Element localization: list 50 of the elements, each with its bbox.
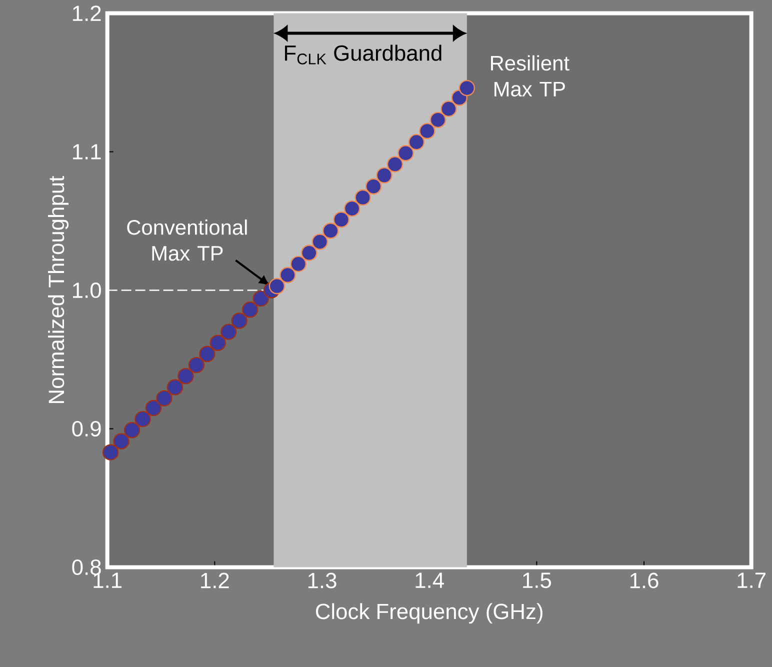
point <box>231 312 248 329</box>
point <box>156 390 172 406</box>
point <box>134 410 151 428</box>
x-tick-label: 1.4 <box>416 572 444 588</box>
point <box>290 256 306 272</box>
y-tick-label: 1.1 <box>73 144 101 160</box>
point <box>113 433 130 450</box>
x-tick-label: 1.7 <box>738 572 766 588</box>
y-tick-label: 0.8 <box>72 560 101 576</box>
point <box>333 212 350 228</box>
x-tick-label: 1.2 <box>201 572 229 588</box>
annotation: Resilient Max TP <box>491 55 570 97</box>
point <box>145 400 162 416</box>
point <box>386 156 404 172</box>
y-tick-label: 1.0 <box>73 282 101 298</box>
annotation: Conventional Max TP <box>127 219 247 261</box>
x-tick-label: 1.3 <box>308 572 336 588</box>
point <box>220 324 237 340</box>
x-tick-label: 1.5 <box>523 572 551 588</box>
point <box>242 302 258 318</box>
point <box>430 112 446 128</box>
point <box>322 222 339 239</box>
point <box>210 334 226 351</box>
point <box>440 100 457 117</box>
band-label: F$_{CLK}$ Guardband <box>285 44 442 64</box>
point <box>252 290 269 307</box>
point <box>398 145 414 162</box>
point <box>268 278 286 294</box>
point <box>124 422 140 438</box>
point <box>344 200 360 217</box>
point <box>301 244 318 261</box>
point <box>365 178 382 194</box>
x-axis-title: Clock Frequency (GHz) <box>316 603 542 624</box>
point <box>458 80 476 96</box>
point <box>178 368 194 384</box>
point <box>419 122 436 140</box>
y-axis-title: Normalized Throughput <box>48 176 69 403</box>
point <box>354 189 371 206</box>
point <box>199 346 216 362</box>
point <box>280 266 296 284</box>
point <box>376 167 392 184</box>
point <box>166 379 184 396</box>
point <box>102 444 119 460</box>
point <box>188 356 205 374</box>
point <box>408 134 425 150</box>
y-tick-label: 0.9 <box>72 421 101 437</box>
x-tick-label: 1.6 <box>630 572 658 588</box>
x-tick-label: 1.1 <box>94 572 122 588</box>
point <box>312 234 328 250</box>
y-tick-label: 1.2 <box>73 6 101 21</box>
